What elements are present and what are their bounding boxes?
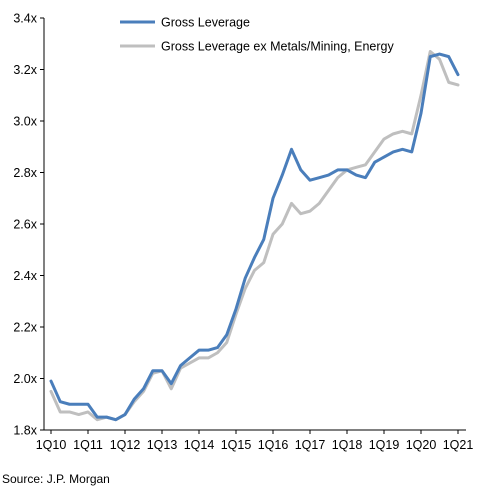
x-tick-label: 1Q10 [36,438,67,452]
series-line-gross-leverage-ex-metals [49,49,460,422]
x-tick-label: 1Q19 [369,438,400,452]
x-tick-label: 1Q18 [332,438,363,452]
legend-label-gross-leverage: Gross Leverage [161,16,250,30]
x-tick-label: 1Q16 [258,438,289,452]
y-tick-label: 2.2x [13,321,37,335]
series-line-gross-leverage [49,52,460,422]
axes [40,17,466,434]
y-tick-label: 2.6x [13,218,37,232]
y-tick-label: 3.4x [13,12,37,26]
x-tick-label: 1Q12 [110,438,141,452]
series-lines [49,49,460,422]
x-tick-label: 1Q21 [443,438,474,452]
y-tick-label: 2.4x [13,269,37,283]
legend-label-gross-leverage-ex-metals: Gross Leverage ex Metals/Mining, Energy [161,40,394,54]
y-tick-label: 1.8x [13,424,37,438]
y-axis-tick-labels: 1.8x 2.0x 2.2x 2.4x 2.6x 2.8x 3.0x 3.2x 3.4x [13,12,37,438]
x-tick-label: 1Q15 [221,438,252,452]
y-tick-label: 3.0x [13,115,37,129]
x-axis-tick-labels: 1Q10 1Q11 1Q12 1Q13 1Q14 1Q15 1Q16 1Q17 1Q18 1Q19… [36,438,474,452]
x-tick-label: 1Q17 [295,438,326,452]
x-tick-label: 1Q13 [147,438,178,452]
y-tick-label: 2.0x [13,372,37,386]
x-tick-label: 1Q14 [184,438,215,452]
source-note: Source: J.P. Morgan [2,472,110,486]
y-tick-label: 3.2x [13,63,37,77]
legend: Gross Leverage Gross Leverage ex Metals/… [120,16,394,54]
y-tick-label: 2.8x [13,166,37,180]
x-tick-label: 1Q11 [73,438,103,452]
x-tick-label: 1Q20 [406,438,437,452]
